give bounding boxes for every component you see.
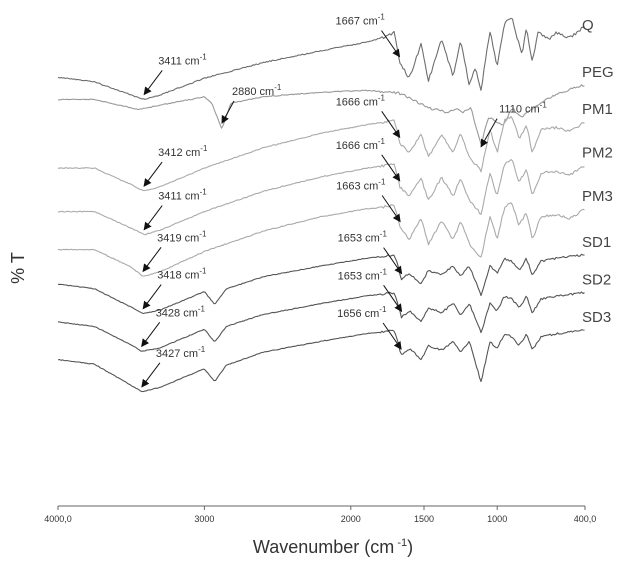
annotation-label: 3411 cm-1 (158, 188, 207, 203)
x-tick-label: 2000 (341, 514, 361, 524)
series-line-peg (57, 84, 585, 145)
x-tick-label: 400,0 (574, 514, 597, 524)
annotation-label: 2880 cm-1 (232, 83, 282, 98)
annotation-label: 1110 cm-1 (499, 101, 547, 116)
annotation-arrow (143, 161, 163, 187)
annotation-arrow (381, 154, 401, 182)
annotation-arrow (141, 362, 161, 388)
annotation-arrow (382, 322, 402, 350)
x-axis: 4000,0 3000 2000 1500 1000 400,0 (44, 505, 597, 524)
annotation-arrow (143, 205, 163, 231)
series-label-sd1: SD1 (582, 234, 611, 251)
series-label-pm2: PM2 (582, 145, 613, 162)
series-line-sd1 (57, 253, 585, 315)
series-label-pm3: PM3 (582, 188, 613, 205)
annotation-arrow (381, 111, 401, 139)
annotation-arrow (383, 247, 403, 275)
annotation-layer: 3411 cm-1 1667 cm-1 2880 cm-1 1110 cm-1 3412… (141, 13, 547, 388)
series-line-q (57, 17, 585, 100)
series-line-sd3 (57, 329, 585, 393)
x-tick-label: 1000 (487, 514, 507, 524)
annotation-label: 1656 cm-1 (337, 305, 387, 320)
annotation-label: 3419 cm-1 (157, 229, 207, 244)
series-line-pm2 (57, 159, 585, 236)
annotation-arrow (383, 285, 403, 313)
x-tick-label: 4000,0 (44, 514, 72, 524)
series-layer (57, 17, 585, 393)
annotation-label: 1667 cm-1 (336, 13, 386, 28)
annotation-arrow (381, 195, 401, 223)
annotation-label: 1666 cm-1 (336, 93, 386, 108)
annotation-arrow (141, 321, 161, 348)
series-label-sd2: SD2 (582, 272, 611, 289)
series-line-sd2 (58, 291, 585, 352)
y-axis-title: % T (8, 252, 28, 284)
series-line-pm3 (58, 202, 585, 277)
annotation-arrow (142, 247, 162, 273)
series-label-q: Q (582, 17, 594, 34)
annotation-label: 3412 cm-1 (158, 144, 208, 159)
series-label-layer: Q PEG PM1 PM2 PM3 SD1 SD2 SD3 (582, 17, 614, 326)
annotation-arrow (480, 118, 498, 148)
x-tick-label: 3000 (194, 514, 214, 524)
series-label-pm1: PM1 (582, 101, 613, 118)
series-label-peg: PEG (582, 64, 614, 81)
annotation-label: 1653 cm-1 (338, 230, 388, 245)
annotation-arrow (142, 284, 162, 310)
annotation-label: 3418 cm-1 (157, 267, 207, 282)
annotation-arrow (143, 70, 163, 96)
annotation-arrow (381, 30, 401, 58)
annotation-label: 1653 cm-1 (338, 267, 388, 282)
annotation-label: 3428 cm-1 (156, 304, 206, 319)
x-axis-title: Wavenumber (cm -1) (253, 537, 413, 557)
series-line-pm1 (57, 115, 585, 192)
annotation-label: 3427 cm-1 (156, 345, 206, 360)
annotation-label: 1663 cm-1 (336, 178, 386, 193)
annotation-label: 1666 cm-1 (336, 137, 386, 152)
annotation-label: 3411 cm-1 (158, 52, 207, 67)
x-tick-label: 1500 (414, 514, 434, 524)
series-label-sd3: SD3 (582, 309, 611, 326)
annotation-arrow (221, 100, 235, 124)
